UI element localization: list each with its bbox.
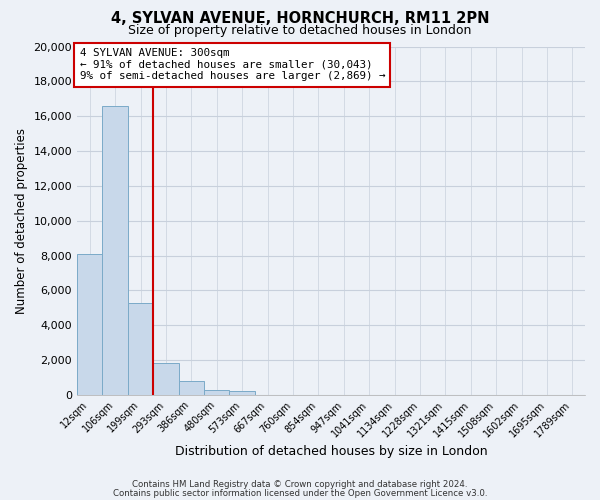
Bar — [179, 381, 204, 395]
Bar — [128, 302, 153, 395]
Bar — [77, 254, 103, 395]
Text: Size of property relative to detached houses in London: Size of property relative to detached ho… — [128, 24, 472, 37]
X-axis label: Distribution of detached houses by size in London: Distribution of detached houses by size … — [175, 444, 487, 458]
Text: Contains public sector information licensed under the Open Government Licence v3: Contains public sector information licen… — [113, 488, 487, 498]
Y-axis label: Number of detached properties: Number of detached properties — [15, 128, 28, 314]
Bar — [204, 390, 229, 395]
Text: Contains HM Land Registry data © Crown copyright and database right 2024.: Contains HM Land Registry data © Crown c… — [132, 480, 468, 489]
Bar — [153, 362, 179, 395]
Bar — [229, 392, 255, 395]
Bar — [103, 106, 128, 395]
Text: 4, SYLVAN AVENUE, HORNCHURCH, RM11 2PN: 4, SYLVAN AVENUE, HORNCHURCH, RM11 2PN — [111, 11, 489, 26]
Text: 4 SYLVAN AVENUE: 300sqm
← 91% of detached houses are smaller (30,043)
9% of semi: 4 SYLVAN AVENUE: 300sqm ← 91% of detache… — [80, 48, 385, 82]
